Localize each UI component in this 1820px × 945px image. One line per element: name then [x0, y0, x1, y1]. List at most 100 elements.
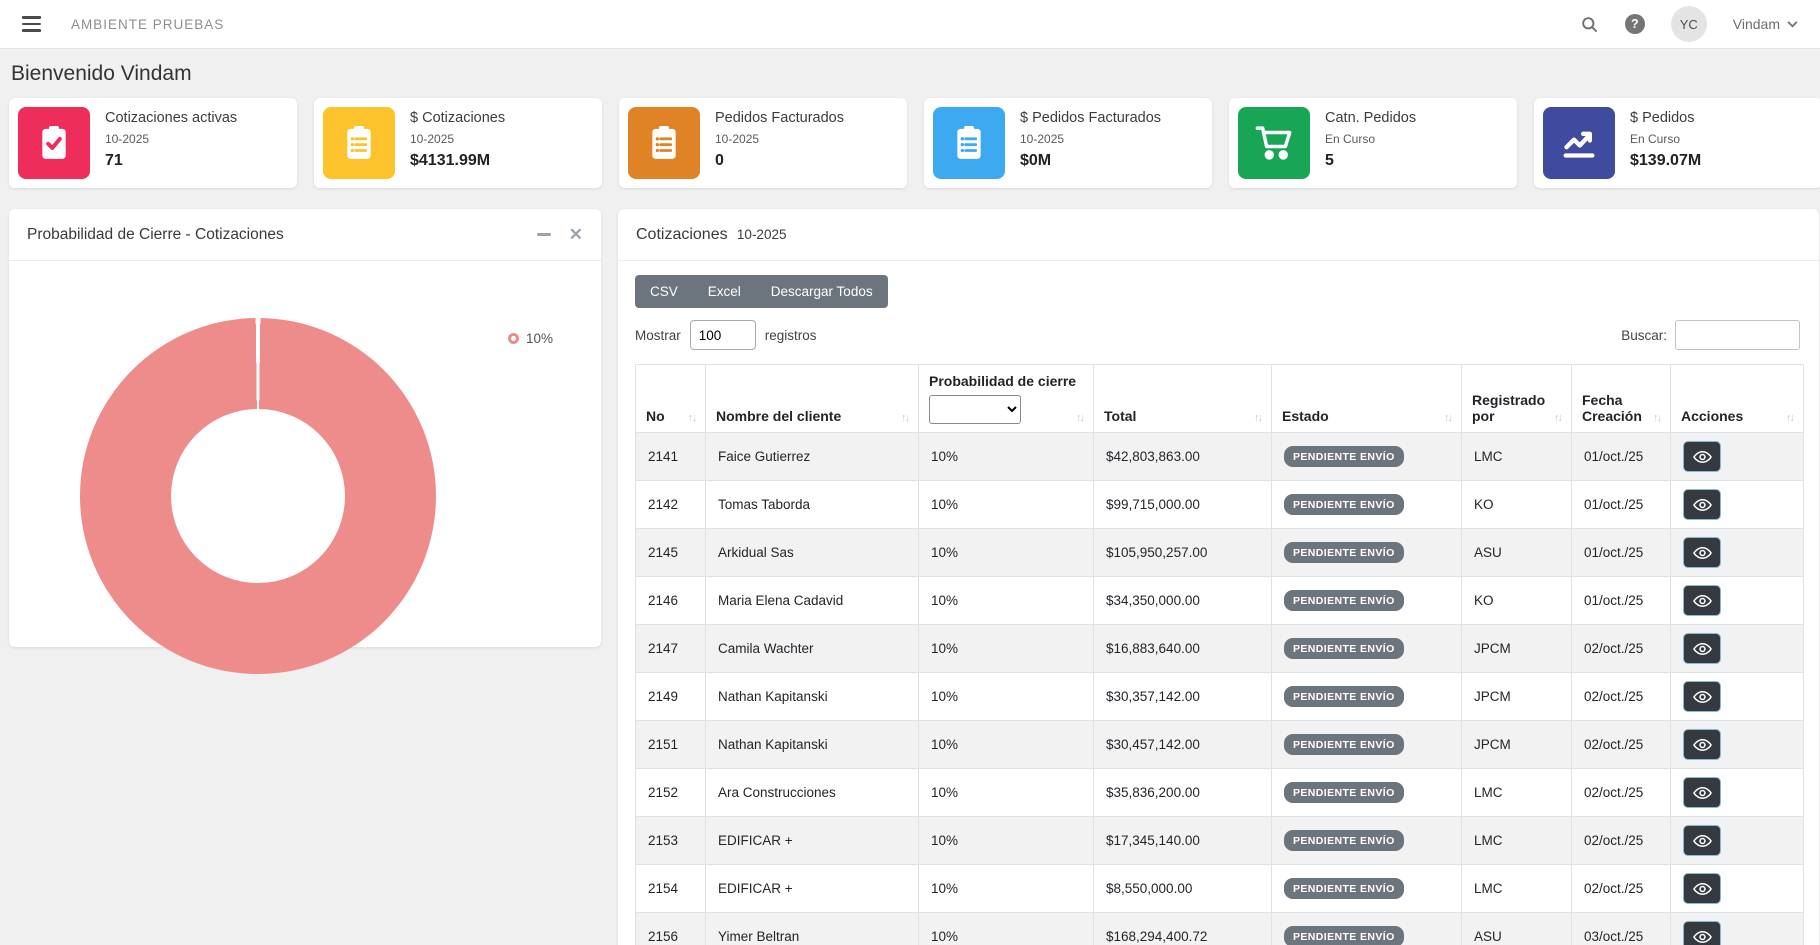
environment-label: AMBIENTE PRUEBAS	[71, 17, 224, 32]
sort-icon[interactable]: ↑↓	[901, 412, 908, 424]
sort-icon[interactable]: ↑↓	[1653, 412, 1660, 424]
cell-total: $35,836,200.00	[1094, 769, 1272, 817]
cell-no: 2145	[636, 529, 706, 577]
view-button[interactable]	[1683, 585, 1721, 616]
view-button[interactable]	[1683, 681, 1721, 712]
stat-value: $139.07M	[1630, 152, 1701, 170]
col-header-probabilidad[interactable]: Probabilidad de cierre ↑↓	[919, 365, 1094, 433]
cell-registrado: JPCM	[1462, 721, 1572, 769]
stat-value: $0M	[1020, 152, 1161, 170]
stat-card-cotizaciones-activas: Cotizaciones activas 10-2025 71	[9, 98, 297, 188]
eye-icon	[1693, 786, 1712, 800]
cell-acciones	[1671, 913, 1804, 945]
probabilidad-filter-select[interactable]	[929, 395, 1021, 424]
user-menu[interactable]: Vindam	[1733, 16, 1798, 32]
cell-estado: PENDIENTE ENVÍO	[1272, 577, 1462, 625]
cell-total: $99,715,000.00	[1094, 481, 1272, 529]
view-button[interactable]	[1683, 873, 1721, 904]
cell-acciones	[1671, 721, 1804, 769]
chart-legend[interactable]: 10%	[508, 331, 553, 346]
sort-icon[interactable]: ↑↓	[1076, 412, 1083, 424]
col-header-cliente[interactable]: Nombre del cliente↑↓	[706, 365, 919, 433]
quotes-panel-period: 10-2025	[737, 227, 787, 242]
status-badge: PENDIENTE ENVÍO	[1284, 734, 1404, 755]
col-header-registrado[interactable]: Registrado por↑↓	[1462, 365, 1572, 433]
stat-title: Cotizaciones activas	[105, 110, 237, 126]
stat-title: Catn. Pedidos	[1325, 110, 1416, 126]
cell-registrado: KO	[1462, 481, 1572, 529]
cell-registrado: ASU	[1462, 913, 1572, 945]
excel-button[interactable]: Excel	[693, 275, 756, 308]
quotes-table: No↑↓ Nombre del cliente↑↓ Probabilidad d…	[635, 364, 1804, 945]
col-header-estado[interactable]: Estado↑↓	[1272, 365, 1462, 433]
cell-total: $16,883,640.00	[1094, 625, 1272, 673]
stat-period: En Curso	[1630, 132, 1701, 146]
cell-probabilidad: 10%	[919, 577, 1094, 625]
sort-icon[interactable]: ↑↓	[1254, 412, 1261, 424]
view-button[interactable]	[1683, 729, 1721, 760]
legend-swatch	[508, 333, 519, 344]
help-icon[interactable]: ?	[1625, 14, 1645, 34]
cell-acciones	[1671, 481, 1804, 529]
eye-icon	[1693, 642, 1712, 656]
cell-probabilidad: 10%	[919, 433, 1094, 481]
cell-estado: PENDIENTE ENVÍO	[1272, 529, 1462, 577]
show-entries-input[interactable]	[690, 320, 756, 350]
stat-card-pedidos-facturados-monto: $ Pedidos Facturados 10-2025 $0M	[924, 98, 1212, 188]
sort-icon[interactable]: ↑↓	[1444, 412, 1451, 424]
sort-icon[interactable]: ↑↓	[688, 412, 695, 424]
view-button[interactable]	[1683, 441, 1721, 472]
view-button[interactable]	[1683, 921, 1721, 945]
cell-fecha: 01/oct./25	[1572, 577, 1671, 625]
top-navbar: AMBIENTE PRUEBAS ? YC Vindam	[0, 0, 1820, 49]
table-search-input[interactable]	[1675, 320, 1800, 350]
status-badge: PENDIENTE ENVÍO	[1284, 590, 1404, 611]
stat-title: $ Pedidos Facturados	[1020, 110, 1161, 126]
table-row: 2154 EDIFICAR + 10% $8,550,000.00 PENDIE…	[636, 865, 1804, 913]
minimize-icon[interactable]	[537, 233, 551, 236]
csv-button[interactable]: CSV	[635, 275, 693, 308]
sort-icon[interactable]: ↑↓	[1786, 412, 1793, 424]
view-button[interactable]	[1683, 777, 1721, 808]
stat-period: 10-2025	[105, 132, 237, 146]
cell-cliente: Tomas Taborda	[706, 481, 919, 529]
cell-fecha: 02/oct./25	[1572, 625, 1671, 673]
cell-cliente: Nathan Kapitanski	[706, 673, 919, 721]
view-button[interactable]	[1683, 489, 1721, 520]
donut-chart	[80, 318, 436, 674]
cell-registrado: KO	[1462, 577, 1572, 625]
menu-icon[interactable]	[22, 16, 41, 32]
table-row: 2142 Tomas Taborda 10% $99,715,000.00 PE…	[636, 481, 1804, 529]
col-header-fecha[interactable]: Fecha Creación↑↓	[1572, 365, 1671, 433]
quotes-panel: Cotizaciones 10-2025 CSV Excel Descargar…	[618, 209, 1819, 945]
cell-fecha: 01/oct./25	[1572, 433, 1671, 481]
col-header-no[interactable]: No↑↓	[636, 365, 706, 433]
cell-fecha: 01/oct./25	[1572, 529, 1671, 577]
status-badge: PENDIENTE ENVÍO	[1284, 638, 1404, 659]
view-button[interactable]	[1683, 825, 1721, 856]
stat-card-cant-pedidos: Catn. Pedidos En Curso 5	[1229, 98, 1517, 188]
table-row: 2141 Faice Gutierrez 10% $42,803,863.00 …	[636, 433, 1804, 481]
stat-period: 10-2025	[410, 132, 505, 146]
table-body: 2141 Faice Gutierrez 10% $42,803,863.00 …	[636, 433, 1804, 945]
eye-icon	[1693, 930, 1712, 944]
cell-cliente: Camila Wachter	[706, 625, 919, 673]
cell-probabilidad: 10%	[919, 721, 1094, 769]
cell-total: $34,350,000.00	[1094, 577, 1272, 625]
avatar[interactable]: YC	[1671, 6, 1707, 42]
view-button[interactable]	[1683, 633, 1721, 664]
sort-icon[interactable]: ↑↓	[1554, 412, 1561, 424]
view-button[interactable]	[1683, 537, 1721, 568]
search-icon[interactable]	[1580, 15, 1599, 34]
download-all-button[interactable]: Descargar Todos	[756, 275, 888, 308]
close-icon[interactable]: ✕	[569, 226, 583, 243]
status-badge: PENDIENTE ENVÍO	[1284, 446, 1404, 467]
stat-period: En Curso	[1325, 132, 1416, 146]
cell-probabilidad: 10%	[919, 913, 1094, 945]
cell-acciones	[1671, 769, 1804, 817]
col-header-total[interactable]: Total↑↓	[1094, 365, 1272, 433]
cell-estado: PENDIENTE ENVÍO	[1272, 817, 1462, 865]
cell-cliente: Nathan Kapitanski	[706, 721, 919, 769]
cell-cliente: EDIFICAR +	[706, 865, 919, 913]
col-header-acciones[interactable]: Acciones↑↓	[1671, 365, 1804, 433]
